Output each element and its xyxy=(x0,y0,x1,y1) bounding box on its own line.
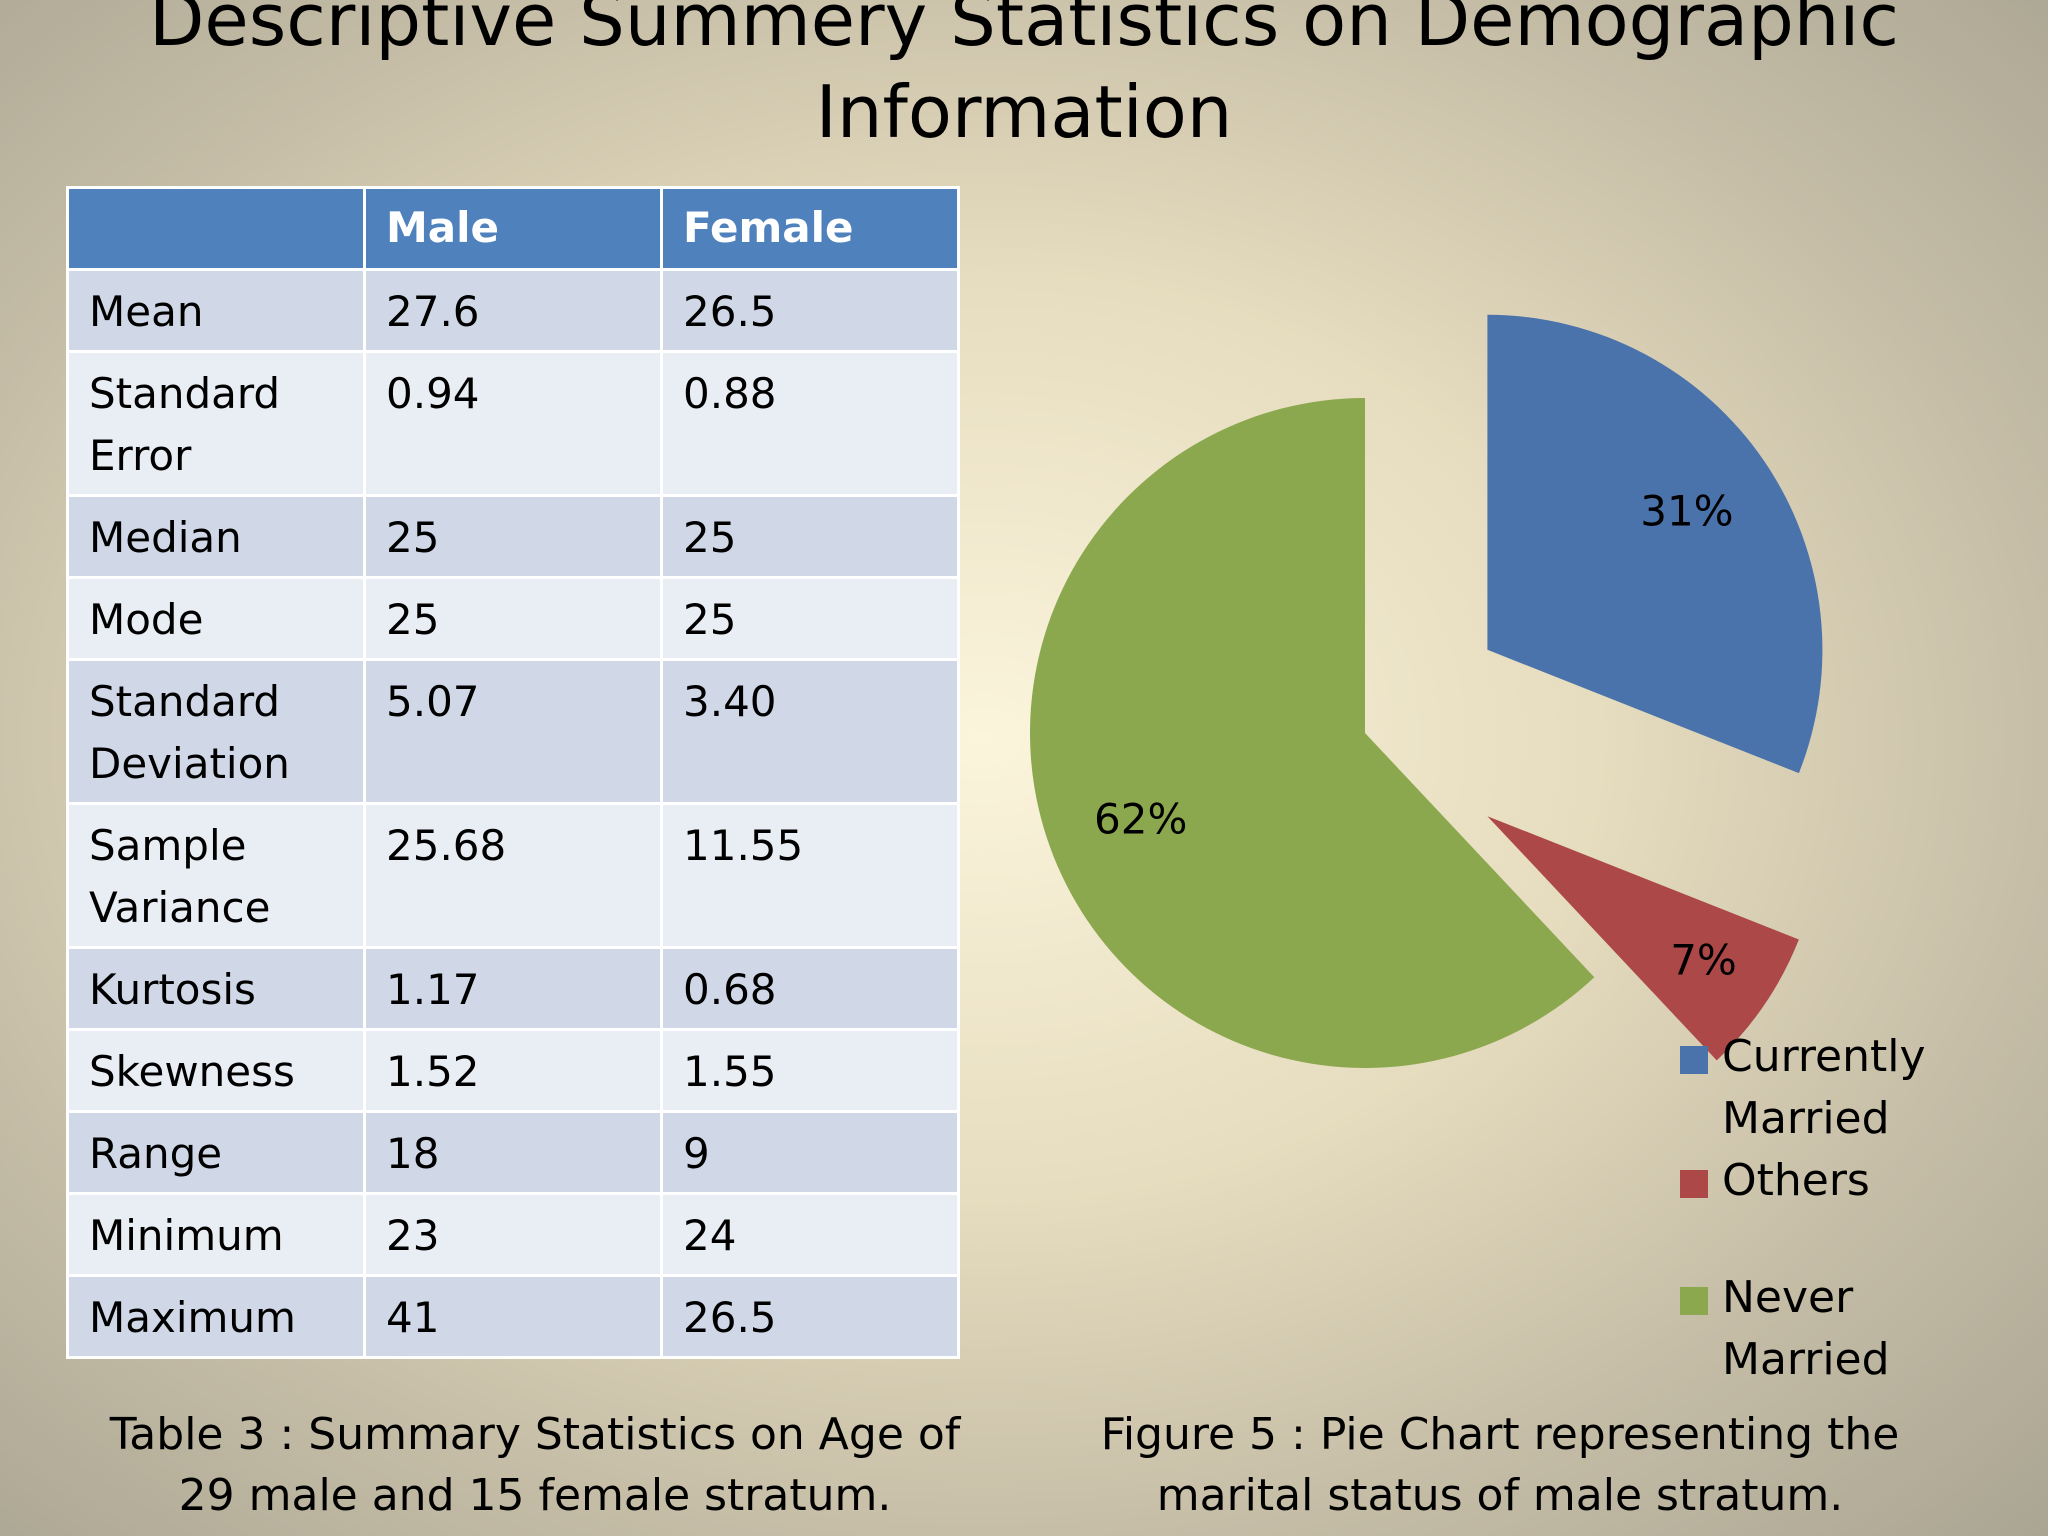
table-row: Median 25 25 xyxy=(66,494,960,579)
slice-data-label: 7% xyxy=(1670,936,1737,985)
male-value: 1.17 xyxy=(363,946,663,1031)
slice-data-label: 62% xyxy=(1094,794,1187,843)
female-value: 3.40 xyxy=(660,658,960,805)
male-value: 41 xyxy=(363,1274,663,1359)
table-row: Standard Error 0.94 0.88 xyxy=(66,350,960,497)
slide-title: Descriptive Summery Statistics on Demogr… xyxy=(148,0,1900,154)
legend-label: Currently Married xyxy=(1722,1031,1926,1144)
male-value: 0.94 xyxy=(363,350,663,497)
pie-slice-others xyxy=(1487,816,1799,1061)
row-label: Standard Deviation xyxy=(66,658,366,805)
legend-item: Others xyxy=(1680,1150,1962,1212)
row-label: Mean xyxy=(66,268,366,353)
table-row: Mean 27.6 26.5 xyxy=(66,268,960,353)
female-value: 26.5 xyxy=(660,1274,960,1359)
female-value: 0.88 xyxy=(660,350,960,497)
pie-slice-never-married xyxy=(1030,398,1595,1068)
female-value: 11.55 xyxy=(660,802,960,949)
male-value: 25.68 xyxy=(363,802,663,949)
slice-data-label: 31% xyxy=(1640,487,1733,536)
table-row: Mode 25 25 xyxy=(66,576,960,661)
male-value: 25 xyxy=(363,494,663,579)
table-row: Sample Variance 25.68 11.55 xyxy=(66,802,960,949)
row-label: Maximum xyxy=(66,1274,366,1359)
legend-label: Others xyxy=(1722,1155,1870,1206)
table-header-female: Female xyxy=(660,186,960,271)
row-label: Range xyxy=(66,1110,366,1195)
summary-statistics-table: Male Female Mean 27.6 26.5 Standard Error 0.… xyxy=(66,186,960,1359)
row-label: Mode xyxy=(66,576,366,661)
female-value: 1.55 xyxy=(660,1028,960,1113)
table-header-male: Male xyxy=(363,186,663,271)
row-label: Median xyxy=(66,494,366,579)
female-value: 25 xyxy=(660,494,960,579)
table-row: Maximum 41 26.5 xyxy=(66,1274,960,1359)
legend-swatch xyxy=(1680,1046,1708,1074)
female-value: 0.68 xyxy=(660,946,960,1031)
table-row: Skewness 1.52 1.55 xyxy=(66,1028,960,1113)
legend-item: Currently Married xyxy=(1680,1026,1962,1150)
row-label: Sample Variance xyxy=(66,802,366,949)
chart-legend: Currently Married Others Never Married xyxy=(1680,1026,1962,1391)
row-label: Minimum xyxy=(66,1192,366,1277)
table-row: Standard Deviation 5.07 3.40 xyxy=(66,658,960,805)
female-value: 9 xyxy=(660,1110,960,1195)
table-row: Range 18 9 xyxy=(66,1110,960,1195)
legend-item: Never Married xyxy=(1680,1267,1962,1391)
male-value: 23 xyxy=(363,1192,663,1277)
table-caption: Table 3 : Summary Statistics on Age of 2… xyxy=(109,1409,961,1521)
female-value: 24 xyxy=(660,1192,960,1277)
pie-slice-currently-married xyxy=(1487,314,1823,774)
chart-caption: Figure 5 : Pie Chart representing the ma… xyxy=(1100,1409,1900,1521)
legend-swatch xyxy=(1680,1287,1708,1315)
table-row: Kurtosis 1.17 0.68 xyxy=(66,946,960,1031)
table-row: Minimum 23 24 xyxy=(66,1192,960,1277)
row-label: Skewness xyxy=(66,1028,366,1113)
male-value: 27.6 xyxy=(363,268,663,353)
female-value: 25 xyxy=(660,576,960,661)
row-label: Standard Error xyxy=(66,350,366,497)
male-value: 1.52 xyxy=(363,1028,663,1113)
table-header-corner xyxy=(66,186,366,271)
legend-label: Never Married xyxy=(1722,1272,1890,1385)
table-header-row: Male Female xyxy=(66,186,960,271)
female-value: 26.5 xyxy=(660,268,960,353)
male-value: 18 xyxy=(363,1110,663,1195)
male-value: 25 xyxy=(363,576,663,661)
male-value: 5.07 xyxy=(363,658,663,805)
legend-swatch xyxy=(1680,1170,1708,1198)
row-label: Kurtosis xyxy=(66,946,366,1031)
